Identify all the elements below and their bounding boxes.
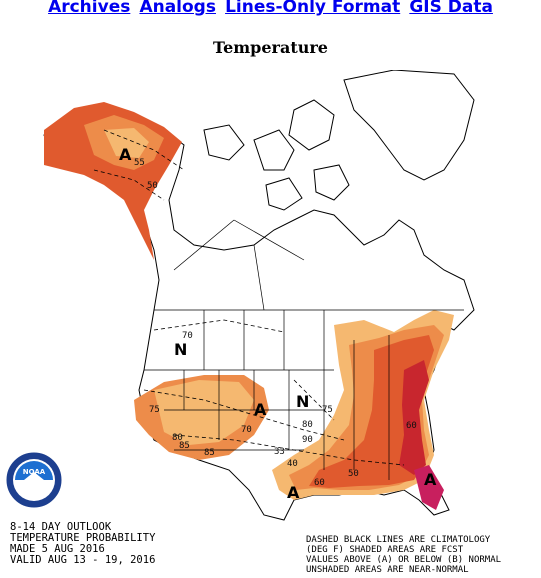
contour-label-c60: 60 bbox=[314, 478, 325, 488]
contour-label-c50: 50 bbox=[348, 469, 359, 479]
analogs-link[interactable]: Analogs bbox=[139, 0, 216, 17]
contour-label-e60: 60 bbox=[406, 421, 417, 431]
southeast-above-label: A bbox=[424, 470, 437, 489]
west-shading bbox=[134, 375, 269, 460]
page-title: Temperature bbox=[213, 38, 328, 57]
caption-left-line1: 8-14 DAY OUTLOOK bbox=[10, 521, 112, 533]
contour-label-w85: 85 bbox=[179, 441, 190, 451]
contour-label-c90: 90 bbox=[302, 435, 313, 445]
outlook-map: A A A A N N 55 50 70 75 80 85 85 70 75 8… bbox=[4, 69, 537, 575]
outlook-map-svg: A A A A N N 55 50 70 75 80 85 85 70 75 8… bbox=[4, 69, 537, 575]
lines-only-format-link[interactable]: Lines-Only Format bbox=[225, 0, 401, 17]
alaska-above-label: A bbox=[119, 145, 132, 164]
gis-data-link[interactable]: GIS Data bbox=[409, 0, 493, 17]
contour-label-w70: 70 bbox=[182, 331, 193, 341]
caption-right-line3: VALUES ABOVE (A) OR BELOW (B) NORMAL bbox=[306, 555, 501, 565]
contour-label-w70b: 70 bbox=[241, 425, 252, 435]
central-normal-label: N bbox=[296, 392, 309, 411]
contour-label-ak55: 55 bbox=[134, 158, 145, 168]
contour-label-w80: 80 bbox=[172, 433, 183, 443]
contour-label-c75: 75 bbox=[322, 405, 333, 415]
noaa-logo: NOAA bbox=[6, 452, 62, 508]
caption-left-line4: VALID AUG 13 - 19, 2016 bbox=[10, 554, 155, 566]
east-shading bbox=[272, 310, 454, 510]
caption-left-line3: MADE 5 AUG 2016 bbox=[10, 543, 105, 555]
contour-label-ak50: 50 bbox=[147, 181, 158, 191]
alaska-shading bbox=[44, 102, 182, 260]
top-navigation: Archives Analogs Lines-Only Format GIS D… bbox=[0, 0, 541, 20]
contour-label-w75: 75 bbox=[149, 405, 160, 415]
caption-right-line1: DASHED BLACK LINES ARE CLIMATOLOGY bbox=[306, 535, 491, 545]
caption-right-line4: UNSHADED AREAS ARE NEAR-NORMAL bbox=[306, 565, 469, 574]
contour-label-c33: 33 bbox=[274, 447, 285, 457]
archives-link[interactable]: Archives bbox=[48, 0, 131, 17]
gulf-above-label: A bbox=[287, 483, 300, 502]
northwest-normal-label: N bbox=[174, 340, 187, 359]
west-above-label: A bbox=[254, 400, 267, 419]
caption-right: DASHED BLACK LINES ARE CLIMATOLOGY (DEG … bbox=[306, 535, 501, 575]
contour-label-c40: 40 bbox=[287, 459, 298, 469]
boundary-lines bbox=[144, 219, 464, 480]
arctic-coastlines bbox=[203, 69, 475, 211]
caption-right-line2: (DEG F) SHADED AREAS ARE FCST bbox=[306, 545, 464, 555]
climatology-dashed-lines bbox=[93, 129, 405, 466]
contour-label-w85b: 85 bbox=[204, 448, 215, 458]
caption-left: 8-14 DAY OUTLOOK TEMPERATURE PROBABILITY… bbox=[10, 521, 156, 566]
caption-left-line2: TEMPERATURE PROBABILITY bbox=[10, 532, 156, 544]
noaa-logo-text: NOAA bbox=[23, 468, 46, 476]
contour-label-c80: 80 bbox=[302, 420, 313, 430]
